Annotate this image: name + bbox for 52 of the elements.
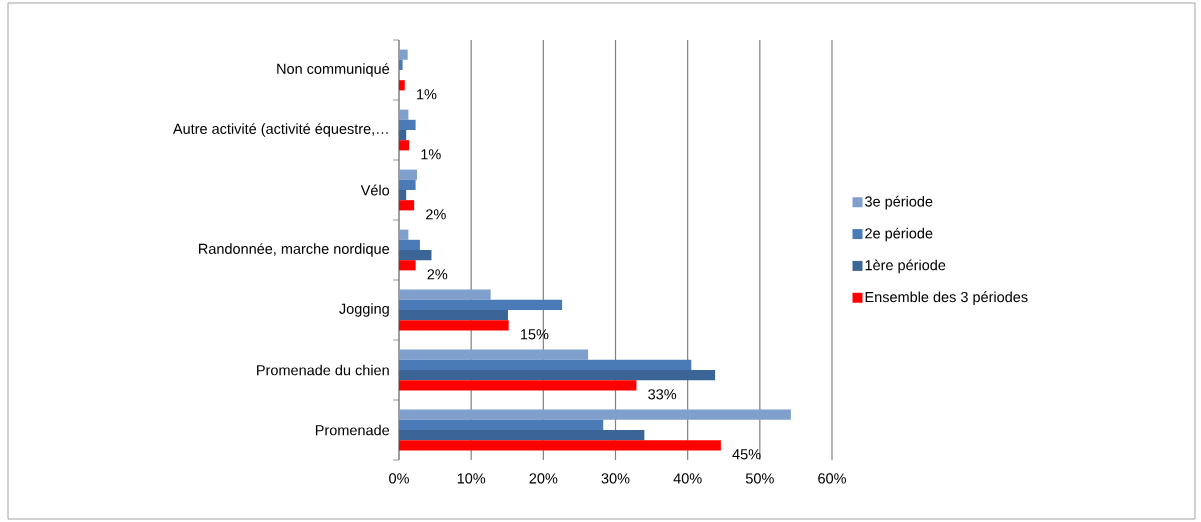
y-tick-label: Non communiqué — [277, 63, 390, 77]
bar — [399, 430, 645, 441]
data-label: 2% — [427, 269, 448, 280]
bar — [399, 380, 637, 391]
x-tick-label: 10% — [457, 473, 486, 484]
bar — [399, 229, 409, 240]
data-label: 33% — [648, 389, 677, 400]
bar — [399, 320, 509, 331]
bar — [399, 310, 508, 321]
bar — [399, 289, 491, 300]
bar — [399, 419, 604, 430]
data-label: 1% — [421, 149, 441, 160]
bar — [399, 239, 420, 250]
x-tick-label: 50% — [745, 473, 774, 484]
bar — [399, 179, 416, 190]
data-label: 15% — [521, 329, 549, 340]
data-label: 1% — [417, 89, 437, 100]
bar — [399, 190, 407, 201]
legend-label: Ensemble des 3 périodes — [865, 291, 1028, 306]
data-label: 2% — [426, 209, 446, 220]
bar — [399, 59, 403, 70]
y-tick-label: Autre activité (activité équestre,… — [172, 123, 388, 137]
legend-label: 3e période — [865, 195, 933, 210]
bar — [399, 370, 716, 381]
bar — [399, 440, 721, 451]
bar — [399, 140, 410, 151]
x-tick-label: 30% — [601, 473, 630, 484]
bar — [399, 200, 415, 211]
data-label: 45% — [732, 449, 761, 460]
bar — [399, 409, 791, 420]
x-tick-label: 20% — [529, 473, 558, 484]
bar — [399, 109, 409, 120]
y-tick-label: Jogging — [339, 303, 389, 317]
y-tick-label: Promenade du chien — [257, 364, 389, 376]
x-tick-label: 60% — [818, 473, 846, 484]
bar — [399, 80, 405, 91]
bar — [399, 49, 408, 60]
bar — [399, 169, 418, 180]
bar — [399, 250, 432, 261]
bar — [399, 359, 692, 370]
legend-label: 1ère période — [865, 259, 946, 274]
y-tick-label: Promenade — [315, 424, 390, 436]
bar — [399, 130, 407, 141]
legend-label: 2e période — [865, 227, 933, 242]
bar — [399, 260, 416, 271]
x-tick-label: 0% — [389, 473, 409, 484]
y-tick-label: Vélo — [360, 184, 390, 196]
y-tick-label: Randonnée, marche nordique — [199, 243, 390, 257]
bar — [399, 299, 563, 310]
bar — [399, 119, 416, 130]
x-tick-label: 40% — [673, 473, 702, 484]
bar — [399, 349, 589, 360]
